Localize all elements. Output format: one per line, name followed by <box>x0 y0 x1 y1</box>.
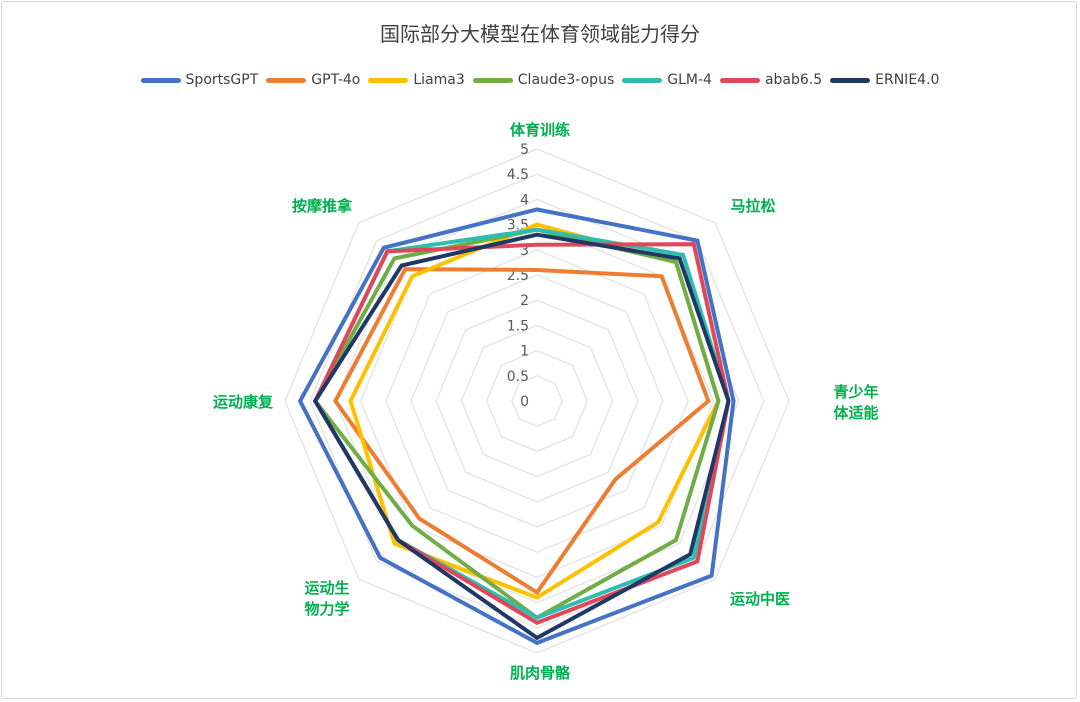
legend-label: ERNIE4.0 <box>875 72 940 88</box>
category-label: 运动中医 <box>730 590 790 608</box>
legend-item: SportsGPT <box>140 72 259 88</box>
axis-tick-label: 5 <box>520 142 529 158</box>
axis-tick-label: 3 <box>520 243 529 259</box>
axis-tick-label: 1.5 <box>507 318 529 334</box>
legend: SportsGPT GPT-4o Liama3 Claude3-opus GLM-4 ab… <box>0 72 1080 88</box>
grid-ring <box>385 249 689 553</box>
legend-swatch <box>140 77 181 83</box>
category-label: 青少年体适能 <box>833 383 878 422</box>
category-label: 运动生物力学 <box>304 579 349 618</box>
grid-ring <box>511 375 563 427</box>
axis-tick-label: 2.5 <box>507 268 529 284</box>
axis-tick-label: 1 <box>520 344 529 360</box>
series-line-abab6-5 <box>312 242 731 625</box>
category-label: 马拉松 <box>730 197 775 215</box>
axis-tick-label: 2 <box>520 293 529 309</box>
legend-item: Claude3-opus <box>472 72 615 88</box>
axis-tick-label: 4.5 <box>507 167 529 183</box>
category-label: 运动康复 <box>213 393 274 411</box>
legend-item: ERNIE4.0 <box>830 72 939 88</box>
grid-ring <box>410 274 664 528</box>
series-line-sportsgpt <box>297 207 736 646</box>
legend-item: Liama3 <box>368 72 465 88</box>
series-line-ernie4-0 <box>312 232 731 641</box>
grid-ring <box>485 349 589 453</box>
legend-item: abab6.5 <box>719 72 823 88</box>
axis-tick-label: 0.5 <box>507 369 529 385</box>
legend-swatch <box>368 77 409 83</box>
legend-label: GPT-4o <box>311 72 361 88</box>
legend-label: Liama3 <box>413 72 465 88</box>
legend-item: GPT-4o <box>266 72 360 88</box>
legend-swatch <box>622 77 663 83</box>
legend-label: Claude3-opus <box>517 72 615 88</box>
legend-label: SportsGPT <box>185 72 259 88</box>
category-label: 按摩推拿 <box>292 197 353 215</box>
grid-ring <box>460 324 614 478</box>
grid-ring <box>435 299 639 503</box>
series-line-gpt-4o <box>333 267 711 596</box>
axis-tick-label: 4 <box>520 192 529 208</box>
axis-tick-label: 0 <box>520 394 529 410</box>
grid-ring <box>309 173 765 629</box>
legend-swatch <box>266 77 307 83</box>
legend-label: abab6.5 <box>764 72 823 88</box>
legend-item: GLM-4 <box>622 72 712 88</box>
legend-swatch <box>472 77 513 83</box>
legend-swatch <box>719 77 760 83</box>
legend-swatch <box>830 77 871 83</box>
chart-title: 国际部分大模型在体育领域能力得分 <box>380 22 700 46</box>
legend-label: GLM-4 <box>667 72 712 88</box>
category-label: 肌肉骨骼 <box>510 664 571 682</box>
category-label: 体育训练 <box>510 121 570 139</box>
grid-ring <box>284 148 790 654</box>
